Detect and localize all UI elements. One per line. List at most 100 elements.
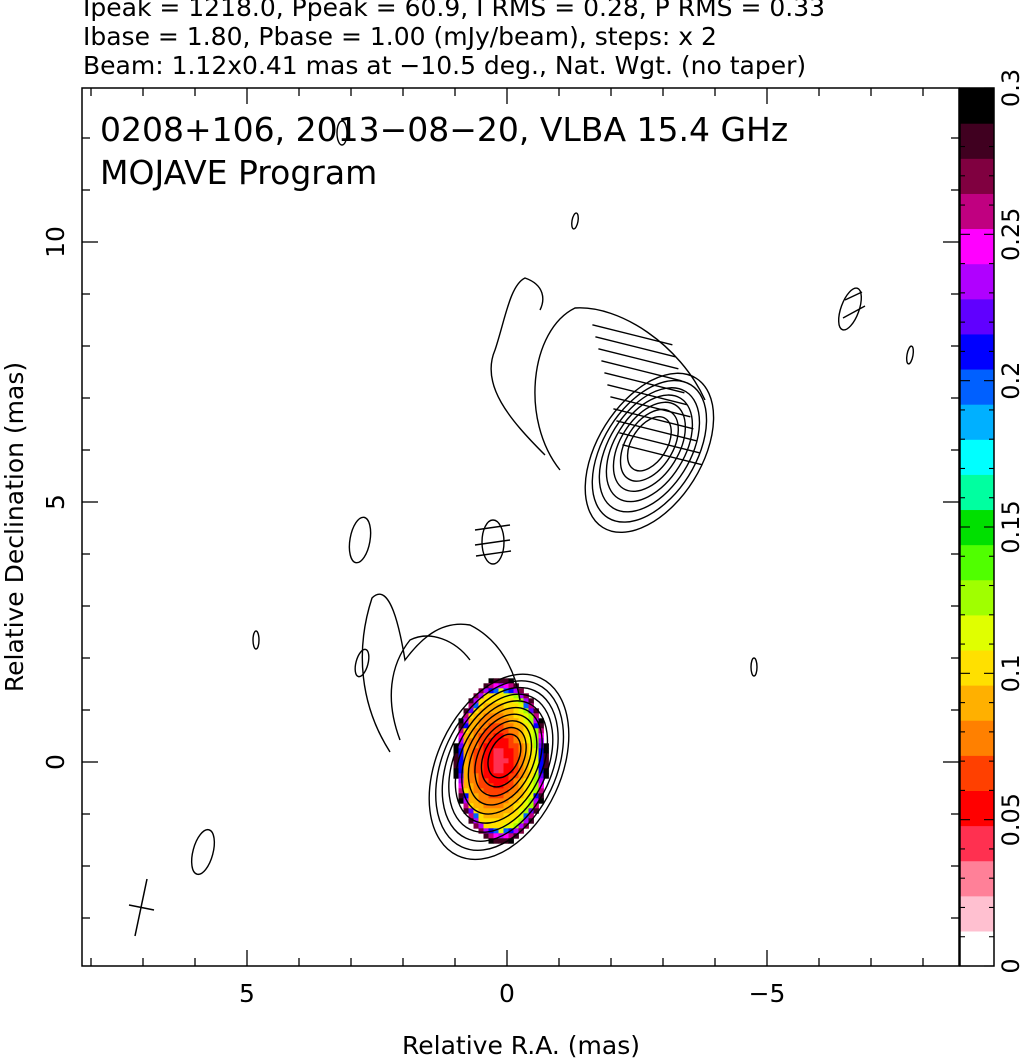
pol-pixel: [503, 778, 509, 784]
pol-pixel: [523, 708, 529, 714]
pol-pixel: [488, 808, 494, 814]
pol-pixel: [483, 798, 489, 804]
pol-pixel: [478, 798, 484, 804]
x-tick-label: −5: [749, 979, 786, 1008]
pol-pixel: [473, 708, 479, 714]
pol-pixel: [458, 743, 464, 749]
jet-hatch: [601, 360, 682, 382]
noise-hatch: [842, 305, 866, 319]
pol-pixel: [458, 728, 464, 734]
pol-pixel: [498, 818, 504, 824]
noise-contour: [336, 120, 348, 146]
pol-pixel: [513, 708, 519, 714]
pol-pixel: [478, 693, 484, 699]
pol-pixel: [503, 678, 509, 684]
pol-pixel: [503, 728, 509, 734]
pol-pixel: [523, 768, 529, 774]
pol-pixel: [498, 703, 504, 709]
pol-pixel: [488, 833, 494, 839]
pol-pixel: [488, 803, 494, 809]
pol-pixel: [493, 763, 499, 769]
core-contour: [474, 720, 533, 797]
pol-pixel: [488, 703, 494, 709]
pol-pixel: [483, 753, 489, 759]
pol-pixel: [453, 763, 459, 769]
pol-pixel: [468, 743, 474, 749]
pol-pixel: [478, 808, 484, 814]
pol-pixel: [483, 693, 489, 699]
pol-pixel: [493, 783, 499, 789]
pol-pixel: [468, 793, 474, 799]
core-contour: [487, 733, 522, 779]
pol-pixel: [513, 818, 519, 824]
pol-pixel: [528, 708, 534, 714]
noise-hatch: [844, 291, 863, 301]
noise-contour: [837, 287, 863, 331]
pol-pixel: [498, 798, 504, 804]
pol-pixel: [528, 703, 534, 709]
pol-pixel: [483, 823, 489, 829]
pol-pixel: [468, 733, 474, 739]
pol-pixel: [498, 738, 504, 744]
pol-pixel: [503, 743, 509, 749]
pol-pixel: [458, 763, 464, 769]
pol-pixel: [503, 703, 509, 709]
pol-pixel: [528, 773, 534, 779]
colorbar-tick-label: 0.1: [997, 654, 1021, 692]
x-tick-label: 5: [239, 979, 255, 1008]
pol-pixel: [508, 748, 514, 754]
pol-pixel: [503, 788, 509, 794]
pol-pixel: [503, 828, 509, 834]
pol-pixel: [523, 753, 529, 759]
pol-pixel: [493, 733, 499, 739]
pol-pixel: [478, 698, 484, 704]
noise-contour: [905, 345, 915, 365]
pol-pixel: [493, 753, 499, 759]
y-tick-label: 10: [41, 226, 70, 258]
pol-pixel: [498, 678, 504, 684]
pol-pixel: [488, 678, 494, 684]
pol-pixel: [488, 698, 494, 704]
pol-pixel: [473, 693, 479, 699]
pol-pixel: [513, 768, 519, 774]
pol-pixel: [543, 758, 549, 764]
pol-pixel: [453, 743, 459, 749]
jet-hatch: [616, 420, 697, 442]
pol-pixel: [478, 703, 484, 709]
pol-pixel: [533, 763, 539, 769]
pol-pixel: [473, 763, 479, 769]
pol-pixel: [513, 758, 519, 764]
colorbar-swatch: [960, 720, 994, 756]
core-contour: [448, 693, 554, 833]
pol-pixel: [488, 758, 494, 764]
pol-pixel: [493, 808, 499, 814]
pol-pixel: [518, 758, 524, 764]
pol-pixel: [463, 783, 469, 789]
pol-pixel: [463, 713, 469, 719]
pol-pixel: [503, 718, 509, 724]
pol-pixel: [483, 808, 489, 814]
pol-pixel: [488, 733, 494, 739]
pol-pixel: [543, 743, 549, 749]
noise-hatch: [474, 524, 511, 531]
pol-pixel: [543, 748, 549, 754]
pol-pixel: [513, 738, 519, 744]
pol-pixel: [503, 818, 509, 824]
pol-pixel: [488, 718, 494, 724]
noise-contour: [190, 828, 216, 876]
pol-pixel: [518, 723, 524, 729]
pol-pixel: [473, 798, 479, 804]
colorbar-swatch: [960, 755, 994, 791]
pol-pixel: [473, 768, 479, 774]
pol-pixel: [503, 683, 509, 689]
pol-pixel: [503, 708, 509, 714]
jet-contour: [626, 416, 672, 472]
pol-pixel: [488, 798, 494, 804]
pol-pixel: [473, 783, 479, 789]
pol-pixel: [528, 753, 534, 759]
pol-pixel: [473, 823, 479, 829]
pol-pixel: [488, 823, 494, 829]
pol-pixel: [533, 773, 539, 779]
pol-pixel: [473, 703, 479, 709]
pol-pixel: [473, 753, 479, 759]
